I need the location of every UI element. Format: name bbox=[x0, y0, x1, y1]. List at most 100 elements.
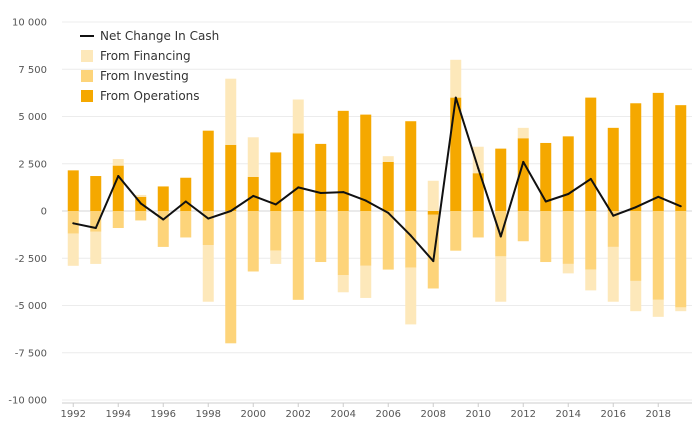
net-change-point bbox=[72, 222, 75, 225]
bar-from-operations bbox=[585, 97, 597, 211]
axis-layer: 10 000 7 500 5 000 2 500 0 -2 500 -5 000 -7 500… bbox=[8, 18, 692, 420]
y-tick-label: -7 500 bbox=[15, 348, 47, 359]
x-tick-label: 1998 bbox=[196, 409, 221, 420]
bar-from-investing bbox=[112, 211, 124, 229]
legend-label: From Investing bbox=[100, 69, 189, 83]
legend-label: Net Change In Cash bbox=[100, 29, 219, 43]
bar-from-financing bbox=[675, 307, 687, 312]
bar-from-financing bbox=[360, 265, 372, 298]
y-tick-label: -10 000 bbox=[8, 396, 47, 407]
y-tick-label: 0 bbox=[41, 207, 47, 218]
bar-from-financing bbox=[202, 245, 214, 302]
y-tick-label: 2 500 bbox=[18, 159, 47, 170]
bar-from-financing bbox=[247, 137, 259, 177]
x-tick-label: 1996 bbox=[151, 409, 176, 420]
net-change-point bbox=[432, 260, 435, 263]
bar-from-financing bbox=[607, 246, 619, 302]
bar-from-operations bbox=[472, 173, 484, 211]
bar-from-investing bbox=[427, 214, 439, 289]
bar-from-financing bbox=[472, 146, 484, 174]
bar-from-financing bbox=[495, 256, 507, 302]
x-tick-label: 2014 bbox=[556, 409, 581, 420]
bar-from-operations bbox=[652, 92, 664, 211]
net-change-point bbox=[612, 214, 615, 217]
bar-from-investing bbox=[540, 211, 552, 263]
bar-from-financing bbox=[562, 263, 574, 274]
bar-from-investing bbox=[472, 211, 484, 238]
bar-from-financing bbox=[652, 299, 664, 317]
y-tick-label: 5 000 bbox=[18, 112, 47, 123]
bar-from-financing bbox=[225, 78, 237, 145]
bar-from-financing bbox=[382, 156, 394, 162]
net-change-point bbox=[657, 195, 660, 198]
bar-from-financing bbox=[630, 280, 642, 312]
bar-from-operations bbox=[180, 177, 192, 211]
bar-from-financing bbox=[427, 180, 439, 211]
y-tick-label: 7 500 bbox=[18, 65, 47, 76]
bar-from-operations bbox=[112, 165, 124, 211]
bar-from-operations bbox=[337, 110, 349, 211]
x-tick-label: 2010 bbox=[466, 409, 491, 420]
net-change-line bbox=[73, 96, 682, 263]
net-change-point bbox=[139, 202, 142, 205]
bar-from-investing bbox=[202, 211, 214, 246]
bar-from-investing bbox=[562, 211, 574, 264]
bar-from-operations bbox=[427, 211, 439, 215]
x-tick-label: 2006 bbox=[376, 409, 401, 420]
net-change-point bbox=[229, 210, 232, 212]
bar-from-investing bbox=[292, 211, 304, 300]
net-change-point bbox=[567, 192, 570, 195]
bar-from-investing bbox=[675, 211, 687, 308]
net-change-point bbox=[409, 234, 412, 237]
x-tick-label: 2004 bbox=[331, 409, 356, 420]
x-tick-label: 2012 bbox=[511, 409, 536, 420]
bar-from-investing bbox=[382, 211, 394, 270]
bar-from-operations bbox=[405, 121, 417, 211]
bar-from-operations bbox=[67, 170, 79, 211]
y-tick-label: -2 500 bbox=[15, 254, 47, 265]
bar-from-investing bbox=[517, 211, 529, 242]
net-change-point bbox=[387, 211, 390, 214]
net-change-point bbox=[319, 192, 322, 195]
x-tick-label: 2002 bbox=[286, 409, 311, 420]
net-change-point bbox=[589, 177, 592, 180]
legend-swatch bbox=[81, 90, 93, 102]
bar-from-financing bbox=[270, 250, 282, 264]
bar-from-operations bbox=[202, 130, 214, 211]
bar-from-operations bbox=[630, 103, 642, 211]
bar-from-investing bbox=[90, 211, 102, 232]
x-tick-label: 2000 bbox=[241, 409, 266, 420]
bar-from-operations bbox=[517, 138, 529, 211]
bar-from-operations bbox=[270, 152, 282, 211]
legend-label: From Operations bbox=[100, 89, 200, 103]
bar-from-operations bbox=[675, 105, 687, 211]
bar-from-operations bbox=[90, 176, 102, 211]
net-change-point bbox=[297, 186, 300, 189]
net-change-point bbox=[162, 218, 165, 221]
bar-from-financing bbox=[450, 59, 462, 98]
bar-from-investing bbox=[652, 211, 664, 300]
bar-from-financing bbox=[90, 231, 102, 264]
bar-from-investing bbox=[157, 211, 169, 247]
x-tick-label: 2016 bbox=[601, 409, 626, 420]
net-change-point bbox=[94, 227, 97, 230]
line-layer bbox=[72, 96, 682, 263]
net-change-point bbox=[454, 96, 457, 99]
bar-from-investing bbox=[607, 211, 619, 247]
legend-swatch bbox=[81, 50, 93, 62]
y-tick-label: 10 000 bbox=[12, 18, 47, 29]
bar-from-financing bbox=[337, 275, 349, 293]
net-change-point bbox=[207, 217, 210, 220]
x-tick-label: 1992 bbox=[61, 409, 86, 420]
bar-from-operations bbox=[540, 142, 552, 211]
bar-from-financing bbox=[67, 233, 79, 266]
net-change-point bbox=[477, 167, 480, 170]
bar-from-investing bbox=[337, 211, 349, 276]
bar-from-investing bbox=[270, 211, 282, 251]
bar-from-operations bbox=[495, 148, 507, 211]
bar-from-investing bbox=[450, 211, 462, 251]
bar-from-operations bbox=[562, 136, 574, 211]
bar-from-investing bbox=[225, 211, 237, 344]
bar-from-financing bbox=[585, 269, 597, 291]
bar-from-investing bbox=[135, 211, 147, 221]
